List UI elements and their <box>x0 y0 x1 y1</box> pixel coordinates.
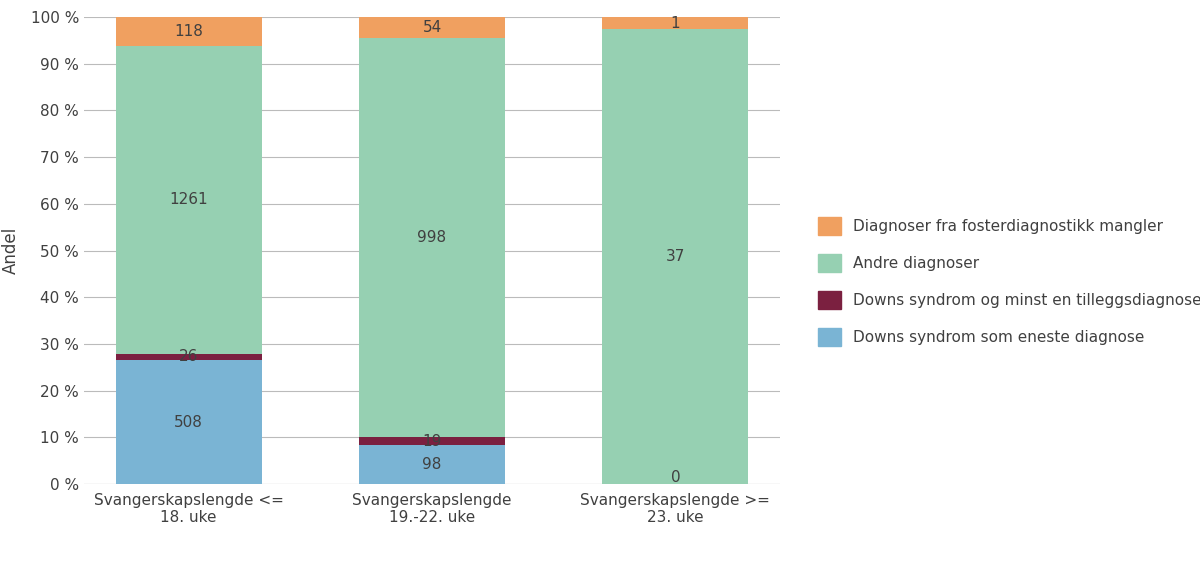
Text: 508: 508 <box>174 414 203 430</box>
Text: 0: 0 <box>671 470 680 485</box>
Bar <box>115 360 262 484</box>
Text: 19: 19 <box>422 434 442 449</box>
Text: 118: 118 <box>174 24 203 39</box>
Bar <box>359 38 505 437</box>
Y-axis label: Andel: Andel <box>1 227 19 274</box>
Text: 54: 54 <box>422 20 442 35</box>
Bar <box>115 46 262 354</box>
Text: 998: 998 <box>418 230 446 245</box>
Bar <box>602 29 749 484</box>
Legend: Diagnoser fra fosterdiagnostikk mangler, Andre diagnoser, Downs syndrom og minst: Diagnoser fra fosterdiagnostikk mangler,… <box>811 211 1200 352</box>
Bar <box>115 17 262 46</box>
Text: 26: 26 <box>179 350 198 364</box>
Bar <box>359 17 505 38</box>
Text: 37: 37 <box>666 249 685 264</box>
Text: 1261: 1261 <box>169 192 208 207</box>
Bar <box>602 17 749 29</box>
Text: 98: 98 <box>422 457 442 472</box>
Text: 1: 1 <box>671 16 680 30</box>
Bar <box>359 445 505 484</box>
Bar <box>115 354 262 360</box>
Bar <box>359 437 505 445</box>
